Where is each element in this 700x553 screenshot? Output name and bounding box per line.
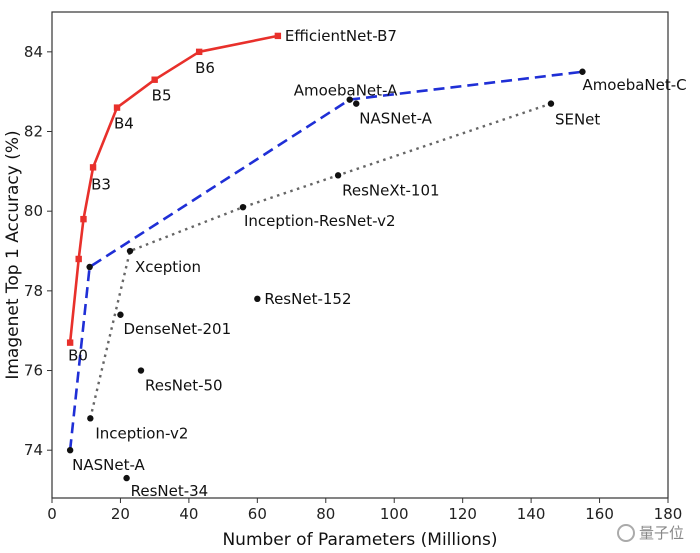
- y-tick-label: 80: [24, 202, 43, 220]
- data-point: [346, 96, 353, 103]
- data-point: [353, 100, 360, 107]
- point-label: Inception-ResNet-v2: [244, 212, 396, 230]
- x-tick-label: 100: [380, 505, 409, 523]
- x-tick-label: 80: [316, 505, 335, 523]
- data-point: [66, 446, 74, 454]
- data-point: [87, 415, 94, 422]
- point-label: AmoebaNet-C: [582, 76, 686, 94]
- series-line-solid: [68, 34, 279, 343]
- point-label: DenseNet-201: [123, 320, 231, 338]
- data-point: [151, 76, 158, 83]
- data-point: [89, 164, 97, 171]
- data-point: [579, 68, 586, 75]
- x-tick-label: 40: [179, 505, 198, 523]
- series-line-dashed: [68, 70, 583, 451]
- data-point: [239, 203, 247, 211]
- data-point: [126, 247, 134, 255]
- data-point: [123, 474, 130, 482]
- data-point: [254, 295, 261, 303]
- data-point: [113, 104, 121, 111]
- data-point: [75, 255, 82, 263]
- data-point: [195, 48, 203, 56]
- watermark-text: 量子位: [638, 524, 684, 542]
- plot-frame: [51, 11, 669, 499]
- point-label: NASNet-A: [72, 456, 145, 474]
- x-tick-label: 140: [517, 505, 546, 523]
- x-tick-label: 120: [448, 505, 477, 523]
- point-label: B4: [114, 115, 134, 133]
- data-point: [334, 172, 342, 179]
- point-label: Xception: [135, 258, 201, 276]
- data-point: [137, 367, 145, 374]
- watermark: 量子位: [616, 522, 684, 543]
- point-label: EfficientNet-B7: [285, 27, 397, 45]
- x-tick-label: 0: [47, 505, 57, 523]
- point-labels: B0 B3 B4 B5 B6 EfficientNet-B7 NASNet-A AmoebaN…: [68, 27, 687, 500]
- point-label: ResNeXt-101: [342, 181, 439, 199]
- x-tick-label: 180: [654, 505, 683, 523]
- y-tick-label: 76: [24, 362, 43, 380]
- data-point: [80, 215, 87, 223]
- y-tick-label: 84: [24, 43, 43, 61]
- point-label: AmoebaNet-A: [294, 82, 398, 100]
- data-point: [66, 339, 74, 346]
- point-label: B0: [68, 347, 88, 365]
- point-label: ResNet-152: [264, 290, 351, 308]
- point-label: B3: [91, 175, 111, 193]
- y-axis-title: Imagenet Top 1 Accuracy (%): [3, 130, 23, 379]
- data-point: [117, 311, 124, 318]
- point-label: ResNet-50: [145, 377, 223, 395]
- x-axis-title: Number of Parameters (Millions): [222, 530, 497, 550]
- y-tick-label: 82: [24, 123, 43, 141]
- point-label: SENet: [555, 111, 600, 129]
- point-label: ResNet-34: [131, 482, 209, 500]
- y-tick-label: 78: [24, 282, 43, 300]
- data-points: [66, 32, 586, 482]
- data-point: [547, 100, 555, 107]
- y-tick-label: 74: [24, 441, 43, 459]
- watermark-logo-icon: [616, 524, 635, 542]
- point-label: B5: [152, 87, 172, 105]
- point-label: NASNet-A: [359, 110, 432, 128]
- point-label: Inception-v2: [95, 424, 188, 442]
- series-lines: [68, 34, 583, 451]
- data-point: [86, 263, 93, 271]
- point-label: B6: [195, 59, 215, 77]
- x-tick-label: 160: [585, 505, 614, 523]
- axis-ticks: 0 20 40 60 80 100 120 140 160 180 74 76 78 80 82 84: [24, 43, 682, 523]
- data-point: [274, 32, 282, 40]
- x-tick-label: 60: [248, 505, 267, 523]
- x-tick-label: 20: [111, 505, 130, 523]
